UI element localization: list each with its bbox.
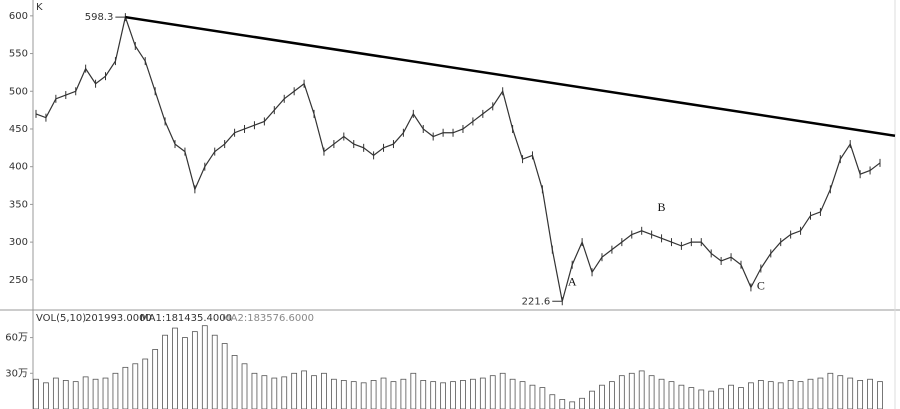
volume-bar [211, 334, 218, 409]
volume-bar [539, 387, 546, 409]
y-tick-label: 30万 [5, 368, 28, 379]
volume-bar [162, 334, 168, 409]
volume-bar [638, 370, 645, 409]
y-tick-label: 250 [9, 275, 28, 286]
volume-bar [718, 388, 725, 409]
value-label: 221.6 [522, 296, 551, 307]
volume-bar [678, 384, 685, 409]
volume-bar [132, 363, 139, 409]
volume-bar [122, 366, 129, 409]
volume-title: VOL(5,10) [36, 313, 86, 324]
y-tick-label: 450 [9, 124, 28, 135]
y-tick-label: 550 [9, 49, 28, 60]
y-tick-label: 60万 [5, 333, 28, 344]
volume-readout: MA2:183576.6000 [222, 313, 314, 324]
y-tick-label: 350 [9, 199, 28, 210]
volume-bar [549, 394, 556, 409]
volume-readout: MA1:181435.4000 [140, 313, 232, 324]
value-label: 598.3 [85, 12, 114, 23]
point-label: A [568, 274, 577, 288]
volume-bar [182, 337, 188, 409]
volume-bar [738, 387, 744, 409]
volume-bar [728, 384, 734, 409]
trendline [125, 15, 896, 138]
volume-bar [589, 390, 595, 409]
volume-bar [599, 384, 605, 409]
corner-label: K [36, 2, 43, 13]
volume-bar [688, 387, 695, 409]
price-line [35, 14, 881, 302]
volume-readout: 201993.0000 [85, 313, 152, 324]
volume-bar [529, 384, 536, 409]
point-label: C [757, 278, 765, 292]
point-label: B [658, 200, 666, 214]
y-tick-label: 500 [9, 86, 28, 97]
volume-bar [241, 363, 248, 409]
y-tick-label: 400 [9, 162, 28, 173]
y-tick-label: 600 [9, 11, 28, 22]
volume-bar [698, 389, 705, 409]
volume-bar [221, 343, 228, 409]
volume-bar [708, 390, 715, 409]
volume-bar [301, 370, 307, 409]
y-tick-label: 300 [9, 237, 28, 248]
